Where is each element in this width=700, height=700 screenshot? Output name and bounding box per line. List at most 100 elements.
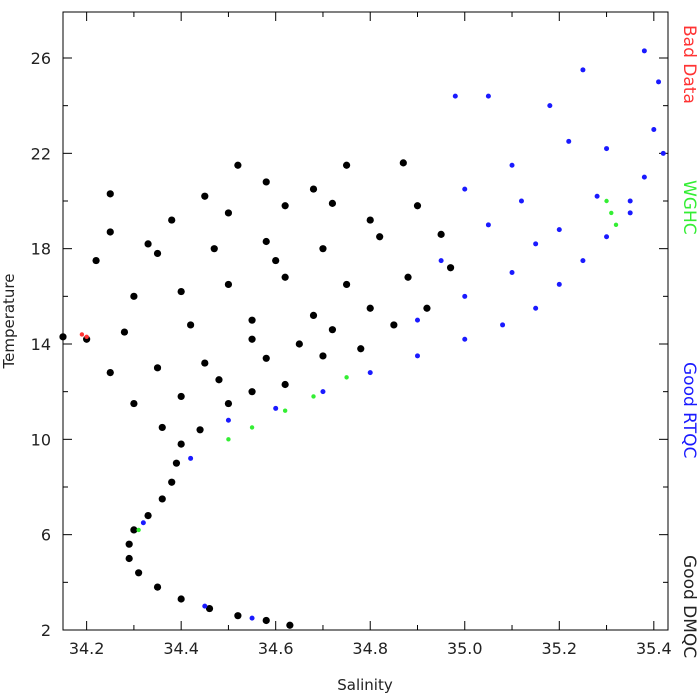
x-tick-label: 34.4 [163, 639, 199, 658]
data-point [376, 233, 384, 241]
data-point [366, 304, 374, 312]
data-point [295, 340, 303, 348]
data-point [136, 527, 141, 533]
data-point [106, 228, 114, 236]
data-point [249, 425, 255, 430]
data-point [130, 526, 138, 534]
y-tick-label: 2 [41, 621, 51, 640]
data-point [224, 280, 233, 289]
data-point [485, 93, 491, 99]
data-point [205, 604, 214, 613]
legend-label: Bad Data [679, 25, 699, 104]
data-point [153, 583, 162, 591]
data-point [641, 174, 647, 180]
data-point [249, 615, 255, 621]
data-point [580, 258, 586, 264]
data-point [500, 322, 506, 328]
legend-label: Good RTQC [679, 362, 699, 458]
data-point [627, 210, 633, 216]
data-point [328, 199, 337, 207]
data-point [281, 202, 289, 210]
data-point [414, 317, 420, 323]
data-point [226, 437, 231, 442]
data-point [509, 162, 515, 168]
data-point [320, 389, 326, 395]
data-point [187, 321, 195, 329]
data-point [125, 554, 133, 563]
data-point [594, 193, 600, 199]
y-tick-label: 22 [31, 144, 51, 163]
data-point [485, 222, 491, 228]
data-point [414, 353, 420, 359]
data-point [344, 375, 349, 380]
data-point [224, 209, 233, 217]
data-point [84, 334, 89, 340]
data-point [357, 345, 365, 353]
data-point [125, 540, 133, 548]
data-point [248, 335, 256, 343]
data-point [328, 326, 337, 334]
data-point [130, 292, 138, 300]
data-point [144, 511, 152, 520]
data-point [462, 293, 468, 299]
y-tick-label: 10 [31, 430, 51, 449]
data-point [609, 210, 614, 216]
data-point [446, 264, 455, 272]
x-tick-label: 35.4 [636, 639, 672, 658]
data-point [262, 178, 270, 186]
data-point [413, 202, 422, 210]
data-point [224, 399, 233, 408]
x-tick-label: 35.0 [447, 639, 483, 658]
data-point [273, 405, 279, 411]
data-point [130, 399, 138, 408]
data-point [248, 388, 256, 396]
data-point [262, 616, 270, 625]
data-point [319, 245, 327, 253]
data-point [153, 249, 162, 258]
data-point [533, 305, 539, 311]
legend-label: WGHC [679, 180, 699, 235]
data-point [627, 198, 633, 204]
data-point [556, 281, 562, 287]
data-point [390, 321, 398, 329]
data-point [319, 352, 327, 360]
data-point [566, 138, 572, 144]
data-point [604, 146, 610, 152]
data-point [641, 48, 647, 54]
data-point [177, 392, 185, 401]
data-point [547, 103, 553, 109]
data-point [452, 93, 458, 99]
data-point [177, 440, 185, 448]
x-tick-label: 34.8 [352, 639, 388, 658]
data-point [120, 328, 129, 336]
x-axis-title: Salinity [337, 676, 393, 694]
data-point [311, 394, 316, 399]
data-point [423, 304, 431, 312]
data-point [210, 245, 218, 253]
data-point [399, 159, 407, 167]
data-point [188, 455, 194, 461]
data-point [202, 603, 208, 609]
data-point [651, 126, 657, 132]
data-point [153, 364, 162, 372]
data-point [462, 186, 468, 192]
data-point [168, 216, 176, 224]
y-tick-label: 6 [41, 526, 51, 545]
data-point [172, 459, 181, 467]
data-point [225, 417, 231, 423]
x-tick-label: 34.2 [69, 639, 105, 658]
data-point [272, 256, 280, 265]
x-tick-label: 35.2 [541, 639, 577, 658]
data-point [201, 359, 209, 367]
data-point [342, 161, 351, 169]
y-axis-title: Temperature [0, 273, 18, 369]
data-point [158, 423, 166, 432]
x-tick-label: 34.6 [258, 639, 294, 658]
y-tick-label: 14 [31, 335, 51, 354]
data-point [135, 569, 143, 577]
data-point [309, 311, 318, 319]
data-point [556, 227, 562, 233]
data-point [286, 621, 294, 629]
data-point [438, 258, 444, 264]
